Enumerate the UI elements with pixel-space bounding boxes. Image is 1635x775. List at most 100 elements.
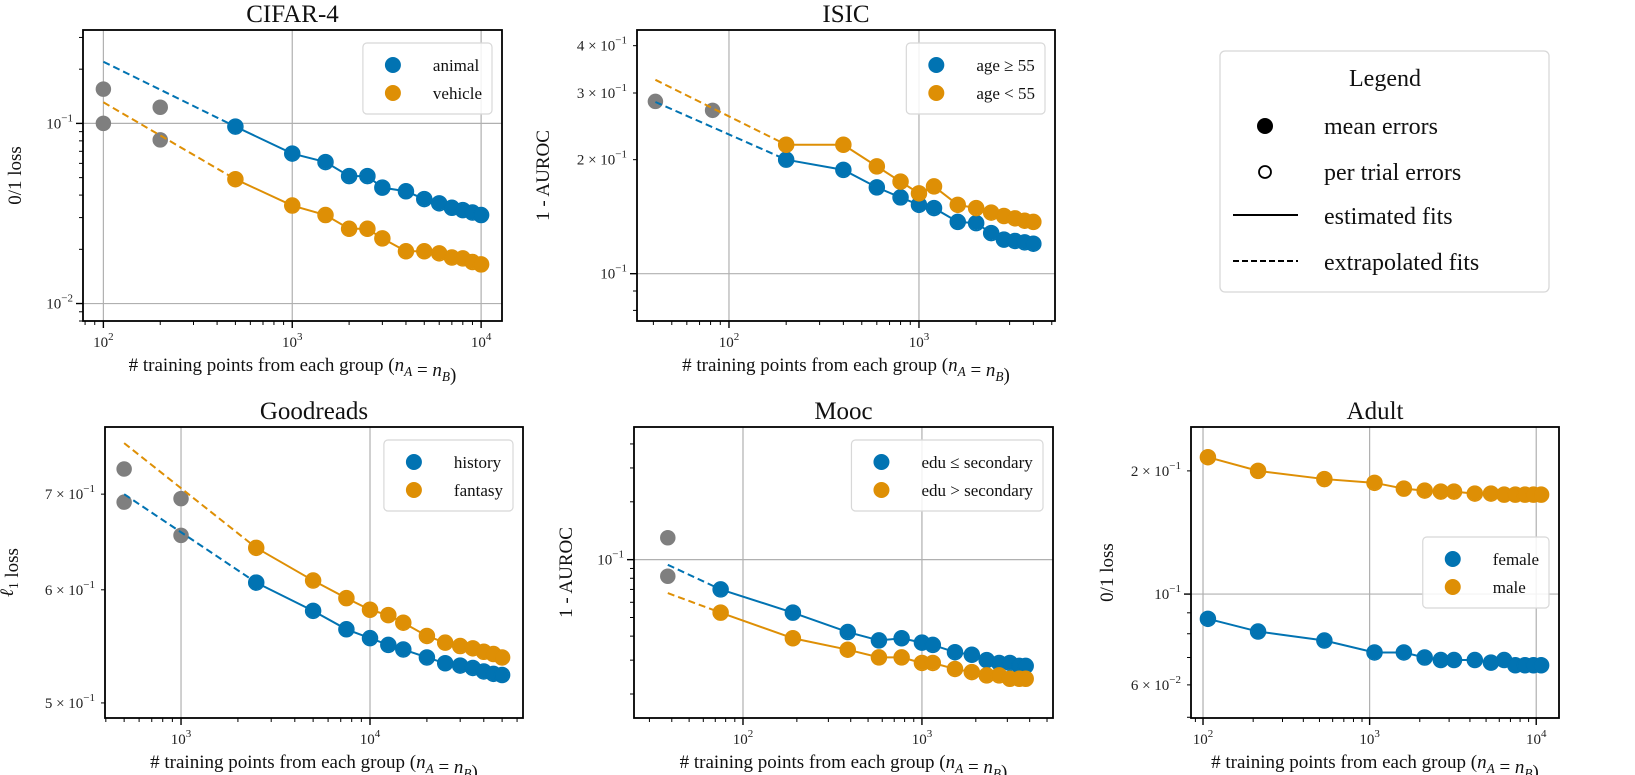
mean-point (375, 231, 390, 246)
mean-point (363, 631, 378, 646)
global-legend-item: per trial errors (1324, 160, 1461, 186)
y-axis-label: 0/1 loss (5, 146, 26, 205)
legend: animal vehicle (362, 42, 493, 115)
mean-point (306, 573, 321, 588)
y-tick-label: 5 × 10−1 (45, 692, 95, 712)
trial-point (1017, 670, 1034, 688)
mean-point (979, 668, 994, 683)
trial-point (893, 629, 910, 647)
mean-point (228, 119, 243, 134)
excluded-mean-point (117, 495, 132, 510)
y-tick-label: 3 × 10−1 (577, 82, 627, 102)
legend-label: age ≥ 55 (976, 56, 1034, 75)
trial-point (949, 196, 966, 214)
y-axis-label: 0/1 loss (1097, 543, 1118, 602)
subplot-goodreads: 103 104 7 × 10−1 6 × 10−1 5 × 10−1 Goodreads #… (0, 398, 524, 775)
trial-point (472, 206, 490, 224)
excluded-mean-point (96, 116, 111, 131)
trial-point (910, 185, 928, 202)
extrapolated-fit-line (654, 78, 787, 146)
mean-point (969, 201, 984, 216)
trial-point (1466, 651, 1484, 669)
trial-point (925, 178, 943, 195)
mean-point (495, 650, 510, 665)
mean-point (785, 605, 800, 620)
subplot-isic: 102 103 4 × 10−1 3 × 10−1 2 × 10−1 10−1 ISIC # … (533, 1, 1056, 386)
mean-point (285, 146, 300, 161)
x-tick-label: 102 (733, 728, 754, 748)
trial-point (946, 643, 964, 661)
trial-point (247, 539, 265, 557)
trial-point (247, 574, 265, 591)
trial-point (395, 614, 412, 631)
global-legend-frame (1219, 50, 1550, 293)
trial-point (397, 243, 415, 260)
trial-point (1316, 470, 1333, 488)
extrapolated-fit-line (102, 101, 236, 181)
trial-point (397, 183, 415, 200)
axes-frame (82, 29, 503, 322)
mean-point (375, 180, 390, 195)
global-legend: Legend mean errors per trial errors esti… (1219, 50, 1550, 293)
trial-point (924, 654, 942, 672)
trial-point (340, 167, 358, 185)
mean-point (398, 184, 413, 199)
trial-point (925, 199, 943, 217)
mean-point (1447, 653, 1462, 668)
legend-frame (850, 439, 1044, 512)
trial-point (946, 660, 964, 678)
trial-point (317, 206, 334, 224)
x-tick-label: 104 (471, 331, 492, 351)
trial-point (361, 601, 379, 619)
mean-point (785, 631, 800, 646)
trial-point (283, 197, 301, 214)
mean-point (779, 137, 794, 152)
mean-point (1367, 475, 1382, 490)
mean-point (1251, 463, 1266, 478)
legend-marker-icon (384, 57, 401, 73)
mean-point (342, 221, 357, 236)
mean-point (381, 608, 396, 623)
trial-point (493, 666, 511, 684)
y-tick-label: 10−1 (1154, 583, 1181, 603)
mean-point (1026, 214, 1041, 229)
axes-frame (633, 426, 1054, 719)
mean-point (495, 668, 510, 683)
x-tick-label: 103 (171, 728, 192, 748)
trial-point (1199, 448, 1217, 466)
mean-point (453, 658, 468, 673)
mean-point (911, 197, 926, 212)
extrapolated-fit-line (123, 442, 257, 549)
mean-point (419, 650, 434, 665)
excluded-mean-point (96, 82, 111, 97)
mean-point (947, 661, 962, 676)
mean-point (969, 216, 984, 231)
subplot-cifar-4: 102 103 104 10−1 10−2 CIFAR-4 # training point… (5, 1, 503, 386)
legend-marker-icon (928, 85, 945, 101)
excluded-mean-point (174, 491, 189, 506)
x-tick-label: 103 (282, 331, 303, 351)
trial-point (967, 199, 985, 217)
mean-point (342, 169, 357, 184)
mean-point (925, 637, 940, 652)
mean-point (925, 655, 940, 670)
trial-point (835, 161, 852, 179)
excluded-mean-point (660, 569, 675, 584)
mean-point (713, 605, 728, 620)
trial-point (1249, 623, 1267, 640)
trial-point (340, 220, 358, 238)
axes-frame (1190, 426, 1560, 719)
mean-point (1433, 484, 1448, 499)
mean-point (432, 196, 447, 211)
x-tick-label: 104 (360, 728, 381, 748)
global-legend-item: mean errors (1324, 114, 1438, 140)
trial-point (893, 649, 910, 666)
extrapolated-fit-line (667, 563, 722, 591)
global-legend-item: estimated fits (1324, 204, 1453, 230)
x-axis-label: # training points from each group (nA = … (129, 355, 457, 386)
mean-point (1367, 645, 1382, 660)
y-tick-label: 10−1 (46, 112, 73, 132)
global-legend-title: Legend (1349, 66, 1421, 92)
mean-point (1467, 486, 1482, 501)
mean-point (1534, 487, 1549, 502)
